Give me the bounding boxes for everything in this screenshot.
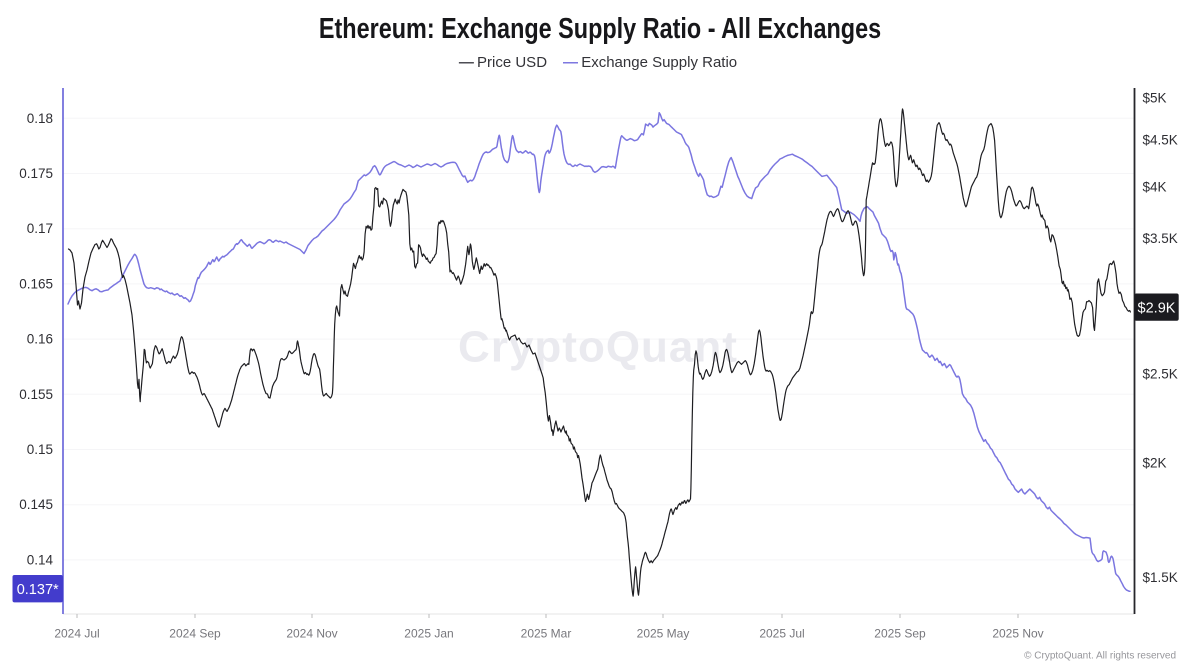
svg-text:0.137*: 0.137* xyxy=(17,582,59,598)
svg-text:0.17: 0.17 xyxy=(27,221,53,236)
svg-text:$4K: $4K xyxy=(1143,180,1167,195)
svg-text:0.18: 0.18 xyxy=(27,111,53,126)
svg-text:2024 Nov: 2024 Nov xyxy=(286,627,337,641)
svg-text:$4.5K: $4.5K xyxy=(1143,133,1178,148)
svg-text:$3.5K: $3.5K xyxy=(1143,231,1178,246)
svg-text:$1.5K: $1.5K xyxy=(1143,570,1178,585)
svg-text:0.165: 0.165 xyxy=(19,276,53,291)
svg-text:$5K: $5K xyxy=(1143,90,1167,105)
svg-text:2025 Jan: 2025 Jan xyxy=(404,627,453,641)
svg-text:$2K: $2K xyxy=(1143,455,1167,470)
svg-text:0.14: 0.14 xyxy=(27,552,54,567)
svg-text:2024 Sep: 2024 Sep xyxy=(169,627,221,641)
svg-text:2025 May: 2025 May xyxy=(637,627,690,641)
svg-text:© CryptoQuant. All rights rese: © CryptoQuant. All rights reserved xyxy=(1024,651,1176,662)
svg-text:$2.9K: $2.9K xyxy=(1138,300,1176,316)
svg-text:$2.5K: $2.5K xyxy=(1143,366,1178,381)
svg-text:CryptoQuant: CryptoQuant xyxy=(458,323,738,372)
svg-text:0.155: 0.155 xyxy=(19,387,53,402)
svg-text:2024 Jul: 2024 Jul xyxy=(54,627,99,641)
svg-text:2025 Mar: 2025 Mar xyxy=(521,627,572,641)
svg-text:0.175: 0.175 xyxy=(19,166,53,181)
svg-text:0.15: 0.15 xyxy=(27,442,53,457)
svg-text:0.145: 0.145 xyxy=(19,497,53,512)
svg-text:2025 Jul: 2025 Jul xyxy=(759,627,804,641)
svg-text:2025 Sep: 2025 Sep xyxy=(874,627,926,641)
svg-text:2025 Nov: 2025 Nov xyxy=(992,627,1043,641)
svg-text:0.16: 0.16 xyxy=(27,332,53,347)
